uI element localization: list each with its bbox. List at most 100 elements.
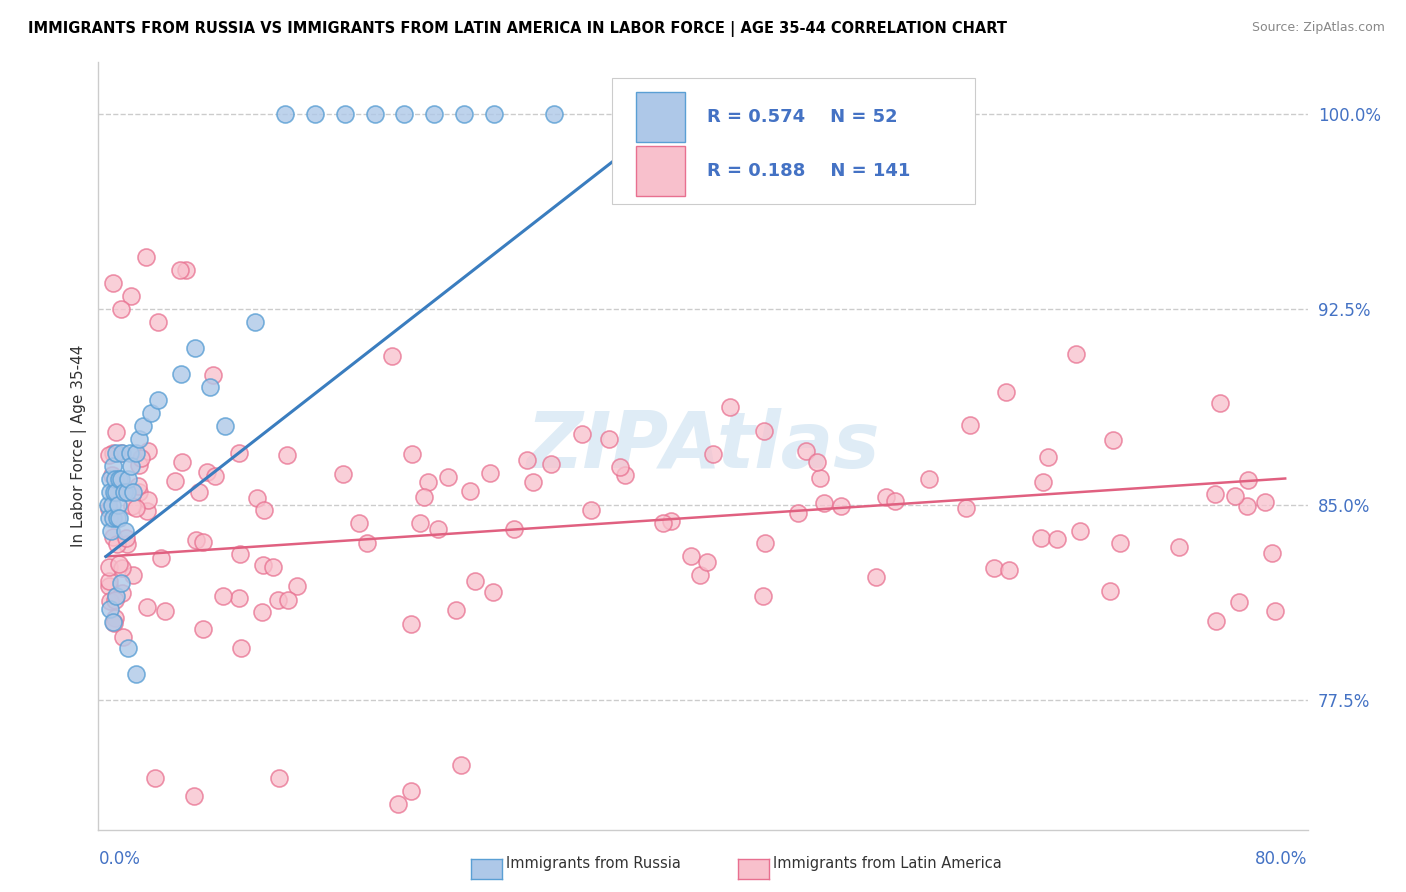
Point <box>97 560 120 574</box>
Point <box>1167 540 1189 554</box>
Point <box>333 107 356 121</box>
Point <box>543 107 565 121</box>
Point <box>427 522 450 536</box>
Point <box>806 455 828 469</box>
Point <box>146 316 169 330</box>
FancyBboxPatch shape <box>637 93 685 142</box>
Point <box>304 107 326 121</box>
Point <box>101 498 124 512</box>
Point <box>136 504 159 518</box>
Point <box>830 500 852 514</box>
Point <box>399 617 422 632</box>
Point <box>110 446 132 460</box>
Point <box>97 510 120 524</box>
Point <box>918 472 941 486</box>
Point <box>356 536 378 550</box>
Point <box>482 107 505 121</box>
Point <box>128 458 150 472</box>
Point <box>184 533 207 548</box>
Point <box>464 574 486 588</box>
Point <box>522 475 544 490</box>
Point <box>277 592 299 607</box>
Point <box>117 640 139 655</box>
Point <box>214 419 236 434</box>
Point <box>136 492 159 507</box>
Point <box>101 446 124 460</box>
Point <box>103 615 125 629</box>
Point <box>107 471 129 485</box>
Point <box>269 771 291 785</box>
Point <box>516 452 538 467</box>
Point <box>1069 524 1091 539</box>
Point <box>613 467 636 482</box>
Point <box>794 444 817 458</box>
Point <box>1261 546 1284 560</box>
Point <box>1098 584 1121 599</box>
Point <box>423 107 446 121</box>
Point <box>135 599 157 614</box>
Point <box>163 474 186 488</box>
Point <box>115 484 138 499</box>
Point <box>103 615 125 630</box>
Point <box>1109 536 1132 550</box>
Point <box>136 443 159 458</box>
Point <box>413 491 436 505</box>
Point <box>229 640 252 655</box>
Point <box>103 510 125 524</box>
Point <box>120 289 142 303</box>
Point <box>132 419 155 434</box>
Point <box>108 557 131 571</box>
Point <box>128 485 150 500</box>
Point <box>997 563 1019 577</box>
Point <box>100 594 122 608</box>
Point <box>1066 347 1088 361</box>
Point <box>1209 396 1232 410</box>
Text: Source: ZipAtlas.com: Source: ZipAtlas.com <box>1251 21 1385 34</box>
Point <box>188 485 211 500</box>
Point <box>125 666 148 681</box>
Text: IMMIGRANTS FROM RUSSIA VS IMMIGRANTS FROM LATIN AMERICA IN LABOR FORCE | AGE 35-: IMMIGRANTS FROM RUSSIA VS IMMIGRANTS FRO… <box>28 21 1007 37</box>
Point <box>146 393 169 408</box>
Point <box>458 483 481 498</box>
Y-axis label: In Labor Force | Age 35-44: In Labor Force | Age 35-44 <box>72 345 87 547</box>
Point <box>1101 434 1123 448</box>
Point <box>97 574 120 588</box>
Point <box>211 589 233 603</box>
Point <box>250 605 273 619</box>
Point <box>394 107 416 121</box>
Point <box>702 447 724 461</box>
Point <box>1204 487 1226 501</box>
FancyBboxPatch shape <box>637 146 685 195</box>
Point <box>651 516 673 530</box>
Point <box>380 349 402 363</box>
Point <box>1237 474 1260 488</box>
Point <box>114 524 136 538</box>
Point <box>103 277 125 291</box>
Point <box>108 510 131 524</box>
Point <box>112 484 135 499</box>
Point <box>453 107 475 121</box>
Point <box>125 501 148 516</box>
Point <box>1264 604 1286 618</box>
Point <box>143 771 166 785</box>
Point <box>679 549 702 564</box>
Point <box>1032 475 1054 490</box>
Point <box>1036 450 1059 464</box>
Point <box>121 500 143 514</box>
Point <box>104 471 127 485</box>
Point <box>1029 531 1052 545</box>
Point <box>696 555 718 569</box>
Point <box>120 458 142 473</box>
Point <box>191 535 214 549</box>
Point <box>332 467 354 482</box>
Point <box>104 425 127 440</box>
Point <box>752 424 775 438</box>
Point <box>174 263 197 277</box>
FancyBboxPatch shape <box>613 78 976 204</box>
Point <box>97 579 120 593</box>
Point <box>150 551 173 566</box>
Point <box>436 469 458 483</box>
Point <box>721 107 744 121</box>
Point <box>118 445 141 459</box>
Text: ZIPAtlas: ZIPAtlas <box>526 408 880 484</box>
